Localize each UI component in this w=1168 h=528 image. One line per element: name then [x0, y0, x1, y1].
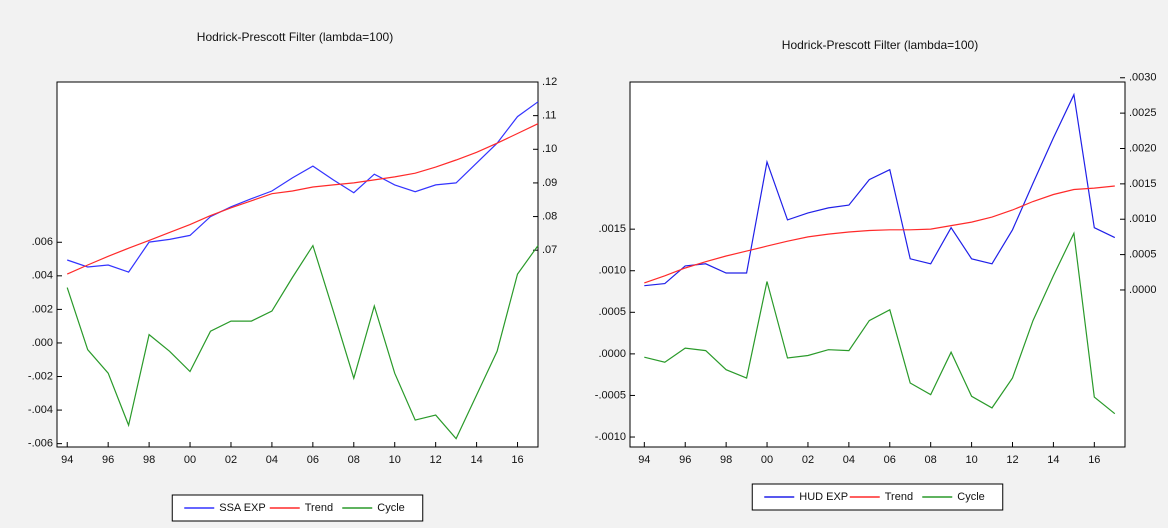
x-tick-label: 98 — [143, 454, 155, 466]
y-tick-label: -.004 — [28, 404, 53, 416]
x-tick-label: 08 — [348, 454, 360, 466]
y2-tick-label: .07 — [542, 244, 557, 256]
x-tick-label: 02 — [802, 454, 814, 466]
x-tick-label: 10 — [965, 454, 977, 466]
x-tick-label: 94 — [638, 454, 650, 466]
y2-tick-label: .09 — [542, 177, 557, 189]
x-tick-label: 02 — [225, 454, 237, 466]
legend-label: Cycle — [957, 491, 985, 503]
y-tick-label: .0000 — [598, 348, 626, 360]
y-tick-label: -.002 — [28, 370, 53, 382]
y2-tick-label: .0005 — [1129, 249, 1157, 261]
plot-area — [629, 81, 1126, 448]
y2-tick-label: .0000 — [1129, 284, 1157, 296]
y-tick-label: .0005 — [598, 306, 626, 318]
x-tick-label: 14 — [470, 454, 482, 466]
y2-tick-label: .0025 — [1129, 107, 1157, 119]
series-line — [644, 185, 1115, 284]
y2-tick-label: .0015 — [1129, 178, 1157, 190]
y-tick-label: -.006 — [28, 438, 53, 450]
legend-label: Cycle — [377, 502, 405, 514]
x-tick-label: 08 — [925, 454, 937, 466]
y-tick-label: -.0010 — [595, 431, 626, 443]
y2-tick-label: .12 — [542, 76, 557, 88]
y-tick-label: .0010 — [598, 265, 626, 277]
x-tick-label: 96 — [102, 454, 114, 466]
y-tick-label: .002 — [32, 303, 53, 315]
x-tick-label: 16 — [1088, 454, 1100, 466]
legend-label: SSA EXP — [219, 502, 265, 514]
x-tick-label: 06 — [884, 454, 896, 466]
x-tick-label: 00 — [761, 454, 773, 466]
y-tick-label: .000 — [32, 337, 53, 349]
series-line — [644, 92, 1116, 287]
series-line — [66, 123, 539, 275]
legend: HUD EXP Trend Cycle — [751, 483, 1004, 511]
legend: SSA EXP Trend Cycle — [171, 494, 424, 522]
x-tick-label: 10 — [389, 454, 401, 466]
legend-label: Trend — [305, 502, 333, 514]
legend-label: Trend — [885, 491, 913, 503]
x-tick-label: 14 — [1047, 454, 1059, 466]
x-tick-label: 12 — [430, 454, 442, 466]
series-line — [67, 101, 539, 273]
series-line — [66, 244, 539, 440]
y-tick-label: .006 — [32, 236, 53, 248]
x-tick-label: 06 — [307, 454, 319, 466]
x-tick-label: 04 — [843, 454, 855, 466]
x-tick-label: 04 — [266, 454, 278, 466]
x-tick-label: 98 — [720, 454, 732, 466]
y2-tick-label: .11 — [542, 110, 556, 122]
y-tick-label: .0015 — [598, 223, 626, 235]
plot-area — [56, 81, 539, 448]
chart-title: Hodrick-Prescott Filter (lambda=100) — [197, 30, 393, 44]
series-line — [644, 231, 1116, 415]
x-tick-label: 00 — [184, 454, 196, 466]
chart-title: Hodrick-Prescott Filter (lambda=100) — [782, 38, 978, 52]
x-tick-label: 96 — [679, 454, 691, 466]
y2-tick-label: .10 — [542, 143, 557, 155]
x-tick-label: 12 — [1006, 454, 1018, 466]
y2-tick-label: .0010 — [1129, 213, 1157, 225]
x-tick-label: 16 — [511, 454, 523, 466]
y-tick-label: -.0005 — [595, 389, 626, 401]
legend-label: HUD EXP — [799, 491, 848, 503]
y2-tick-label: .0020 — [1129, 142, 1157, 154]
y2-tick-label: .08 — [542, 210, 557, 222]
y2-tick-label: .0030 — [1129, 72, 1157, 84]
x-tick-label: 94 — [61, 454, 73, 466]
y-tick-label: .004 — [32, 270, 53, 282]
